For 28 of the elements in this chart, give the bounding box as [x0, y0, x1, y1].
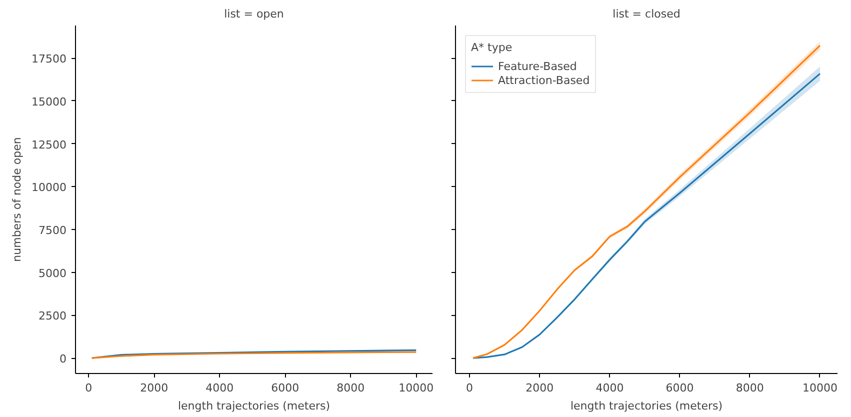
- y-tick-label: 2500: [38, 310, 67, 323]
- x-tick-label: 0: [85, 382, 92, 394]
- y-axis-title: numbers of node open: [10, 137, 24, 262]
- y-tick-label: 7500: [38, 224, 67, 237]
- chart-title: list = open: [224, 8, 284, 20]
- legend-label: Feature-Based: [498, 59, 577, 73]
- y-tick-label: 10000: [32, 181, 67, 194]
- y-tick-label: 5000: [38, 266, 67, 280]
- x-tick-label: 0: [466, 382, 474, 394]
- y-tick-label: 17500: [32, 52, 67, 66]
- y-tick-label: 0: [60, 352, 66, 366]
- x-axis-title: length trajectories (meters): [178, 400, 330, 412]
- x-tick-label: 2000: [140, 382, 168, 394]
- x-tick-label: 10000: [802, 382, 838, 394]
- legend-label: Attraction-Based: [498, 73, 590, 87]
- x-tick-label: 10000: [398, 382, 434, 394]
- chart-title: list = closed: [612, 8, 680, 20]
- x-tick-label: 4000: [596, 382, 624, 394]
- x-tick-label: 8000: [736, 382, 764, 394]
- x-tick-label: 4000: [206, 382, 234, 394]
- x-tick-label: 6000: [271, 382, 300, 394]
- y-tick-label: 15000: [32, 95, 67, 108]
- x-tick-label: 6000: [666, 382, 694, 394]
- y-tick-label: 12500: [32, 138, 67, 152]
- x-axis-title: length trajectories (meters): [570, 400, 723, 412]
- x-tick-label: 2000: [526, 382, 554, 394]
- legend-title: A* type: [471, 41, 514, 54]
- x-tick-label: 8000: [336, 382, 365, 394]
